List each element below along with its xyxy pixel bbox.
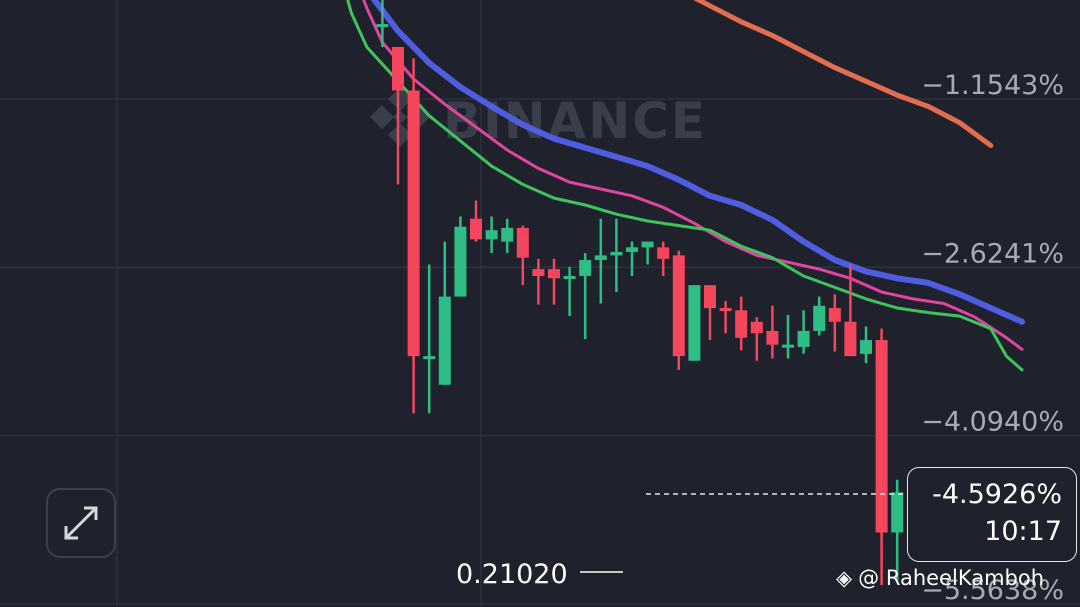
candle-body-32 [548,269,560,279]
watermark: BINANCE [370,87,705,150]
candle-31 [532,258,545,305]
candle-body-53 [875,340,888,533]
candle-33 [563,266,576,317]
candle-body-54 [891,492,904,533]
candle-body-41 [688,285,701,361]
candle-49 [813,296,826,336]
candle-39 [657,241,670,276]
candle-37 [626,241,638,276]
candle-body-25 [438,296,451,385]
candle-24 [423,264,436,414]
expand-arrows-icon [64,506,98,540]
candle-countdown: 10:17 [984,516,1062,547]
candles [376,0,904,586]
moving-averages [346,0,1025,372]
candle-35 [594,218,607,304]
candle-body-33 [563,275,576,279]
candle-44 [735,296,748,351]
candle-body-21 [376,24,389,28]
candle-body-40 [672,255,685,357]
candle-52 [860,326,872,364]
candle-body-37 [626,247,638,252]
candle-22 [392,46,404,185]
credit-text: @ RaheelKamboh [858,566,1045,590]
candle-53 [875,328,888,586]
candle-body-36 [610,251,623,256]
candle-body-51 [844,321,857,357]
ma-blue-line [370,0,1025,325]
current-price-value: -4.5926% [932,479,1062,510]
binance-logo-icon [370,87,430,147]
candle-body-52 [860,340,872,354]
candle-body-44 [735,310,748,338]
candle-body-34 [579,259,592,276]
candle-28 [485,216,498,254]
candle-body-46 [766,330,779,345]
y-tick-label-3: −5.5638% [921,575,1064,606]
candle-30 [516,225,529,286]
expand-button[interactable] [46,488,116,558]
candle-21 [376,0,389,47]
candle-51 [844,264,857,357]
candle-body-31 [532,269,545,276]
candle-29 [501,218,514,254]
candle-body-42 [704,285,716,309]
candle-54 [891,479,904,581]
candle-body-22 [392,46,404,91]
min-marker-label: 0.21020 [456,559,568,590]
candle-body-35 [594,255,607,260]
candle-26 [454,216,467,297]
candle-36 [610,218,623,293]
candle-body-29 [501,227,514,242]
y-tick-label-1: −2.6241% [921,238,1064,269]
candle-body-47 [782,344,794,348]
candle-38 [641,241,654,265]
candle-body-23 [407,90,420,357]
y-axis-labels: −1.1543% −2.6241% −4.0940% −5.5638% [921,70,1064,606]
candle-32 [548,258,560,305]
candle-27 [470,200,482,242]
candle-body-50 [828,308,841,322]
candle-40 [672,250,685,370]
candle-43 [719,301,732,334]
credit: ◈ @ RaheelKamboh [836,566,1044,590]
candle-body-27 [470,218,482,240]
candle-body-45 [750,321,763,334]
candle-body-30 [516,227,529,258]
candle-body-39 [657,247,670,259]
binance-diamond-icon: ◈ [836,566,853,590]
candle-47 [782,314,794,359]
candle-42 [704,285,716,341]
y-tick-label-2: −4.0940% [921,407,1064,438]
candle-body-49 [813,305,826,331]
candle-23 [407,58,420,414]
candle-body-38 [641,241,654,248]
candle-46 [766,305,779,359]
candle-25 [438,241,451,385]
y-tick-label-0: −1.1543% [921,70,1064,101]
candle-50 [828,294,841,352]
candle-body-48 [797,330,810,347]
candle-body-24 [423,356,436,360]
candle-body-28 [485,230,498,240]
candle-body-26 [454,226,467,297]
candle-45 [750,317,763,361]
candle-34 [579,253,592,339]
ma-orange-line [693,0,994,148]
current-price-tag: -4.5926% 10:17 [907,467,1077,562]
candle-body-43 [719,308,732,312]
candle-41 [688,285,701,361]
candle-48 [797,310,810,354]
